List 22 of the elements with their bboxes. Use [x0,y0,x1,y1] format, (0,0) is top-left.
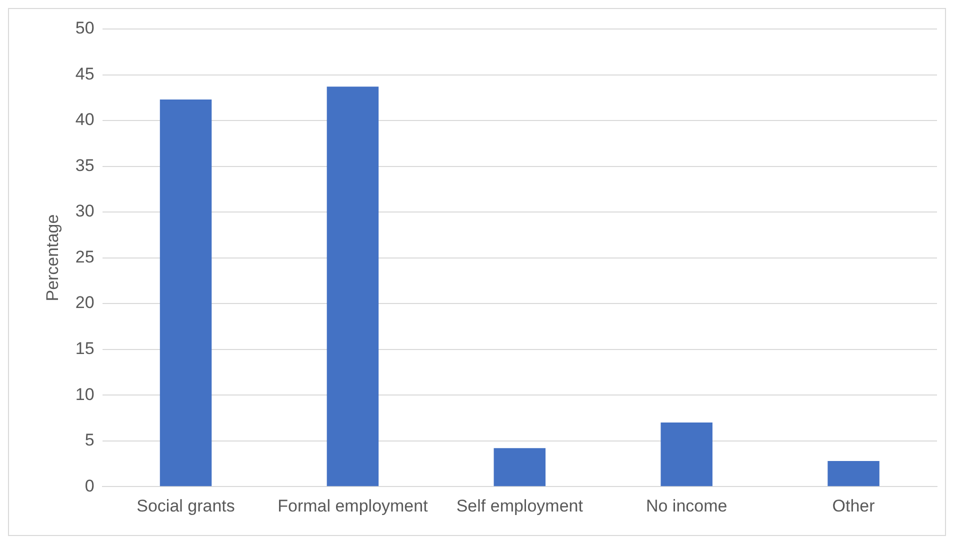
y-tick-label: 10 [75,384,94,404]
y-tick-label: 0 [84,476,94,496]
y-tick-label: 30 [75,202,94,221]
y-tick-label: 20 [75,293,94,312]
y-tick-label: 15 [75,339,94,358]
bar [828,460,880,486]
y-axis-title: Percentage [42,214,62,302]
x-tick-label: Formal employment [278,496,428,516]
x-tick-label: Self employment [456,496,584,516]
y-tick-label: 50 [75,18,94,38]
bar [660,422,712,486]
y-tick-label: 35 [75,156,94,175]
x-tick-label: Other [832,496,876,516]
y-tick-label: 25 [75,247,94,266]
y-tick-label: 45 [75,64,94,84]
y-tick-label: 5 [84,430,94,450]
bar [326,86,379,486]
y-tick-label: 40 [75,110,94,130]
bar [494,448,546,486]
x-tick-label: Social grants [136,496,235,516]
bar [160,99,212,486]
x-tick-label: No income [646,496,728,516]
